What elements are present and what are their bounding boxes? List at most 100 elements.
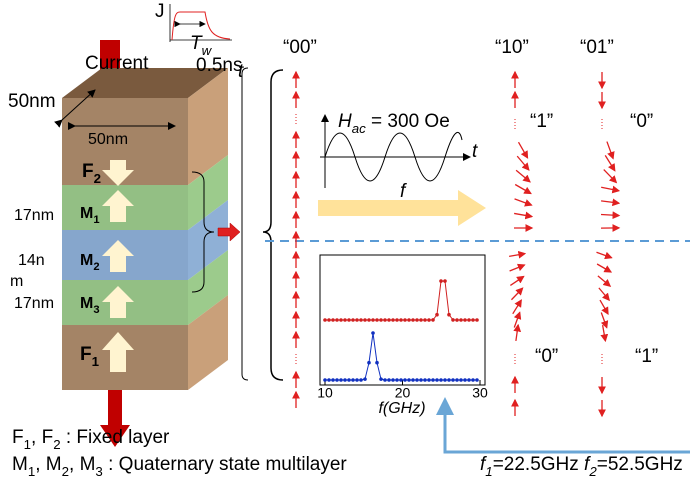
spectrum-point bbox=[395, 378, 399, 382]
spectrum-point bbox=[431, 378, 435, 382]
spectrum-point bbox=[443, 279, 447, 283]
spectrum-point bbox=[415, 378, 419, 382]
spectrum-point bbox=[471, 318, 475, 322]
spectrum-point bbox=[387, 318, 391, 322]
spectrum-point bbox=[335, 378, 339, 382]
text-part: M bbox=[12, 454, 28, 475]
spectrum-point bbox=[355, 318, 359, 322]
spectrum-point bbox=[375, 318, 379, 322]
spectrum-point bbox=[359, 318, 363, 322]
spectrum-point bbox=[383, 318, 387, 322]
moment-arrow bbox=[601, 201, 619, 203]
text-part: 1 bbox=[485, 464, 492, 476]
moment-arrow bbox=[599, 288, 609, 300]
moment-arrow bbox=[598, 276, 610, 286]
spectrum-point bbox=[431, 318, 435, 322]
moment-arrow bbox=[516, 325, 518, 341]
text-part: F bbox=[80, 344, 92, 365]
text-part: F bbox=[82, 161, 94, 182]
moment-arrow bbox=[511, 288, 522, 300]
spectrum-point bbox=[331, 318, 335, 322]
spectrum-point bbox=[439, 279, 443, 283]
spectrum-point bbox=[419, 378, 423, 382]
field-time: t bbox=[472, 141, 478, 162]
spectrum-point bbox=[355, 378, 359, 382]
spectrum-point bbox=[443, 378, 447, 382]
diagram: 102030 Current J Tw 0.5ns t 50nm 50nm 17… bbox=[0, 0, 693, 476]
x-tick-label: 20 bbox=[395, 385, 411, 401]
text-part: M bbox=[80, 252, 93, 269]
spectrum-point bbox=[375, 361, 379, 365]
text-part: 2 bbox=[93, 261, 99, 273]
spectrum-point bbox=[411, 318, 415, 322]
bit-label: “0” bbox=[630, 111, 653, 132]
text-part: =22.5GHz bbox=[493, 454, 584, 475]
moment-arrow bbox=[514, 312, 519, 327]
spectrum-point bbox=[379, 377, 383, 381]
moment-arrow bbox=[509, 254, 525, 257]
spectrum-point bbox=[455, 318, 459, 322]
text-part: M bbox=[80, 295, 93, 312]
spectrum-point bbox=[467, 318, 471, 322]
spectrum-point bbox=[323, 378, 327, 382]
bit-label: “0” bbox=[535, 346, 558, 367]
spectrum-point bbox=[407, 318, 411, 322]
moment-arrow bbox=[513, 300, 521, 314]
spectrum-point bbox=[399, 318, 403, 322]
current-label: Current bbox=[85, 53, 149, 74]
moment-arrow bbox=[519, 142, 528, 158]
spectrum-point bbox=[359, 378, 363, 382]
spectrum-point bbox=[411, 378, 415, 382]
caption: F1, F2 : Fixed layer bbox=[12, 427, 170, 452]
frequencies: f1=22.5GHz f2=52.5GHz bbox=[480, 454, 683, 476]
text-part: 1 bbox=[24, 437, 31, 452]
moment-arrow bbox=[597, 264, 611, 272]
width-label: 50nm bbox=[88, 131, 128, 148]
spectrum-point bbox=[343, 378, 347, 382]
field-label: Hac = 300 Oe bbox=[338, 111, 450, 136]
spectrum-point bbox=[327, 378, 331, 382]
text-part: F bbox=[12, 427, 24, 448]
spectrum-point bbox=[323, 318, 327, 322]
spectrum-point bbox=[383, 378, 387, 382]
spectrum: 10 20 30 bbox=[317, 255, 488, 401]
caption: M1, M2, M3 : Quaternary state multilayer bbox=[12, 454, 347, 476]
spectrum-point bbox=[339, 378, 343, 382]
depth-label: 50nm bbox=[8, 91, 56, 112]
thickness-label: 17nm bbox=[14, 207, 54, 224]
text-part: M bbox=[80, 205, 93, 222]
spectrum-point bbox=[447, 313, 451, 317]
state-label: “10” bbox=[495, 37, 529, 58]
spectrum-point bbox=[351, 378, 355, 382]
spectrum-point bbox=[347, 318, 351, 322]
spectrum-point bbox=[403, 318, 407, 322]
moment-arrow bbox=[510, 265, 525, 271]
text-part: , M bbox=[69, 454, 95, 475]
state-label: “00” bbox=[283, 37, 317, 58]
x-tick-label: 10 bbox=[317, 385, 333, 401]
text-part: , M bbox=[35, 454, 61, 475]
spectrum-point bbox=[459, 378, 463, 382]
spectrum-point bbox=[391, 318, 395, 322]
spectrum-point bbox=[371, 331, 375, 335]
state-label: “01” bbox=[580, 37, 614, 58]
spectrum-point bbox=[415, 318, 419, 322]
text-part: =52.5GHz bbox=[597, 454, 683, 475]
text-part: H bbox=[338, 111, 352, 132]
x-tick-label: 30 bbox=[472, 385, 488, 401]
spectrum-point bbox=[327, 318, 331, 322]
spectrum-point bbox=[403, 378, 407, 382]
spectrum-point bbox=[463, 318, 467, 322]
spectrum-point bbox=[335, 318, 339, 322]
moment-arrow bbox=[510, 277, 523, 286]
spectrum-point bbox=[459, 318, 463, 322]
text-part: 3 bbox=[95, 464, 102, 476]
thickness-label: 14n bbox=[18, 252, 45, 269]
moment-arrow bbox=[601, 214, 619, 215]
pulse-time: 0.5ns bbox=[196, 55, 242, 76]
moment-arrow bbox=[601, 187, 619, 191]
spectrum-point bbox=[395, 318, 399, 322]
spectrum-x-label: f(GHz) bbox=[378, 400, 425, 417]
moment-arrow bbox=[515, 185, 531, 194]
bit-label: “1” bbox=[635, 346, 658, 367]
